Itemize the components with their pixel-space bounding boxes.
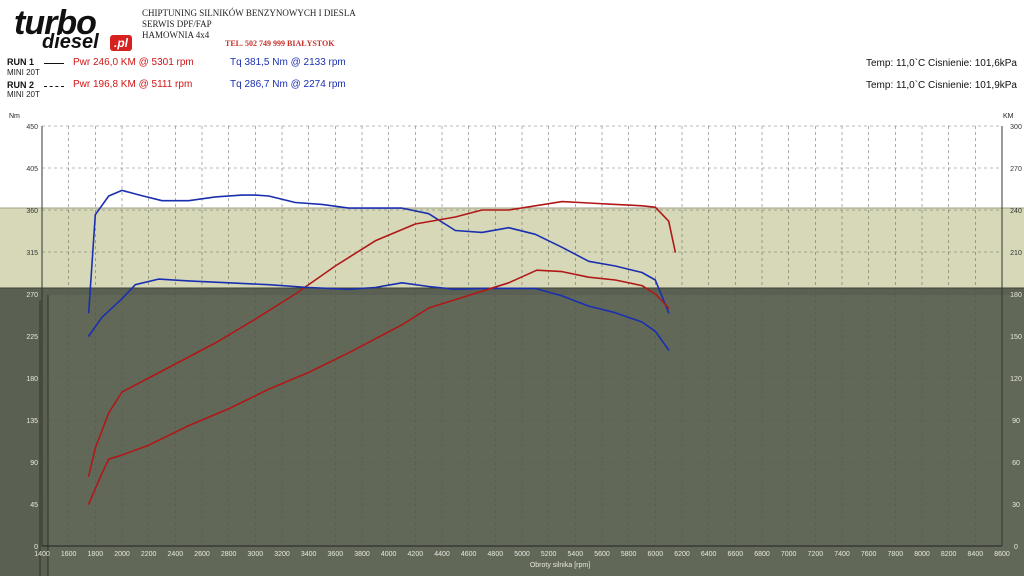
run-1-vehicle: MINI 20T (7, 68, 40, 77)
x-tick-label: 6400 (701, 551, 717, 558)
torque-tick-label: 45 (30, 502, 38, 509)
x-tick-label: 5400 (568, 551, 584, 558)
logo-word-diesel: diesel (42, 31, 99, 53)
company-phone: TEL. 502 749 999 BIAŁYSTOK (225, 39, 335, 48)
run-1-label: RUN 1 (7, 57, 35, 67)
logo-word-turbo: turbo (14, 4, 97, 42)
x-tick-label: 8600 (994, 551, 1010, 558)
power-tick-label: 0 (1014, 544, 1018, 551)
x-tick-label: 2000 (114, 551, 130, 558)
company-line-1: CHIPTUNING SILNIKÓW BENZYNOWYCH I DIESLA (142, 8, 356, 18)
left-axis-title: Nm (9, 113, 20, 120)
torque-tick-label: 450 (26, 124, 38, 131)
x-tick-label: 1600 (61, 551, 77, 558)
power-tick-label: 90 (1012, 418, 1020, 425)
torque-tick-label: 270 (26, 292, 38, 299)
run-2-conditions: Temp: 11,0`C Cisnienie: 101,9kPa (865, 80, 1017, 91)
power-tick-label: 210 (1010, 250, 1022, 257)
torque-tick-label: 225 (26, 334, 38, 341)
x-tick-label: 5200 (541, 551, 557, 558)
power-tick-label: 150 (1010, 334, 1022, 341)
run-2-torque: Tq 286,7 Nm @ 2274 rpm (230, 79, 346, 90)
logo-badge-pl: .pl (110, 35, 132, 51)
torque-tick-label: 135 (26, 418, 38, 425)
x-tick-label: 3400 (301, 551, 317, 558)
power-tick-label: 120 (1010, 376, 1022, 383)
x-tick-label: 4200 (408, 551, 424, 558)
torque-tick-label: 90 (30, 460, 38, 467)
chart-grid (41, 125, 1003, 547)
x-tick-label: 6600 (728, 551, 744, 558)
x-tick-label: 8400 (968, 551, 984, 558)
x-tick-label: 3800 (354, 551, 370, 558)
x-tick-label: 4800 (488, 551, 504, 558)
torque-tick-label: 0 (34, 544, 38, 551)
x-tick-label: 8200 (941, 551, 957, 558)
power-tick-label: 270 (1010, 166, 1022, 173)
x-tick-label: 2800 (221, 551, 237, 558)
x-tick-label: 5000 (514, 551, 530, 558)
x-tick-label: 5800 (621, 551, 637, 558)
company-line-3: HAMOWNIA 4x4 (142, 30, 210, 40)
power-tick-label: 180 (1010, 292, 1022, 299)
plot-area-bottom (48, 295, 1024, 576)
x-tick-label: 1800 (88, 551, 104, 558)
x-tick-label: 7200 (808, 551, 824, 558)
right-axis-title: KM (1003, 113, 1014, 120)
torque-tick-label: 315 (26, 250, 38, 257)
power-tick-label: 30 (1012, 502, 1020, 509)
x-tick-label: 3600 (328, 551, 344, 558)
x-tick-label: 6800 (754, 551, 770, 558)
run-2-torque-curve (87, 278, 670, 351)
run-2-power-curve (87, 269, 670, 505)
x-tick-label: 7000 (781, 551, 797, 558)
x-tick-label: 4000 (381, 551, 397, 558)
torque-tick-label: 180 (26, 376, 38, 383)
x-tick-label: 4600 (461, 551, 477, 558)
power-tick-label: 300 (1010, 124, 1022, 131)
chart-curves (87, 189, 677, 505)
x-tick-label: 4400 (434, 551, 450, 558)
power-tick-label: 60 (1012, 460, 1020, 467)
report-header: turbo diesel .pl CHIPTUNING SILNIKÓW BEN… (0, 0, 1024, 100)
x-tick-label: 6000 (648, 551, 664, 558)
power-tick-label: 240 (1010, 208, 1022, 215)
x-tick-label: 8000 (914, 551, 930, 558)
x-tick-label: 3000 (248, 551, 264, 558)
x-tick-label: 7600 (861, 551, 877, 558)
run-2-label: RUN 2 (7, 80, 35, 90)
run-1-torque-curve (87, 189, 670, 314)
dyno-chart: 1400 1600 1800 2000 2200 2400 2600 2800 3000 3200… (0, 100, 1024, 576)
run-1-legend-line (44, 63, 64, 64)
run-2-legend-line (44, 86, 64, 87)
run-1-torque: Tq 381,5 Nm @ 2133 rpm (230, 57, 346, 68)
x-tick-label: 2600 (194, 551, 210, 558)
run-2-vehicle: MINI 20T (7, 90, 40, 99)
x-tick-label: 6200 (674, 551, 690, 558)
torque-tick-label: 360 (26, 208, 38, 215)
chart-axes: 1400 1600 1800 2000 2200 2400 2600 2800 3000 3200… (26, 124, 1022, 558)
x-tick-label: 2200 (141, 551, 157, 558)
run-1-conditions: Temp: 11,0`C Cisnienie: 101,6kPa (865, 58, 1017, 69)
x-tick-label: 5600 (594, 551, 610, 558)
x-tick-label: 7400 (834, 551, 850, 558)
company-line-2: SERWIS DPF/FAP (142, 19, 212, 29)
run-2-power: Pwr 196,8 KM @ 5111 rpm (73, 79, 193, 90)
x-tick-label: 2400 (168, 551, 184, 558)
run-1-power-curve (87, 200, 677, 477)
x-axis-title: Obroty silnika [rpm] (530, 562, 590, 569)
torque-tick-label: 405 (26, 166, 38, 173)
company-info: CHIPTUNING SILNIKÓW BENZYNOWYCH I DIESLA… (142, 8, 356, 41)
x-tick-label: 3200 (274, 551, 290, 558)
x-tick-label: 7800 (888, 551, 904, 558)
run-1-power: Pwr 246,0 KM @ 5301 rpm (73, 57, 194, 68)
x-tick-label: 1400 (34, 551, 50, 558)
